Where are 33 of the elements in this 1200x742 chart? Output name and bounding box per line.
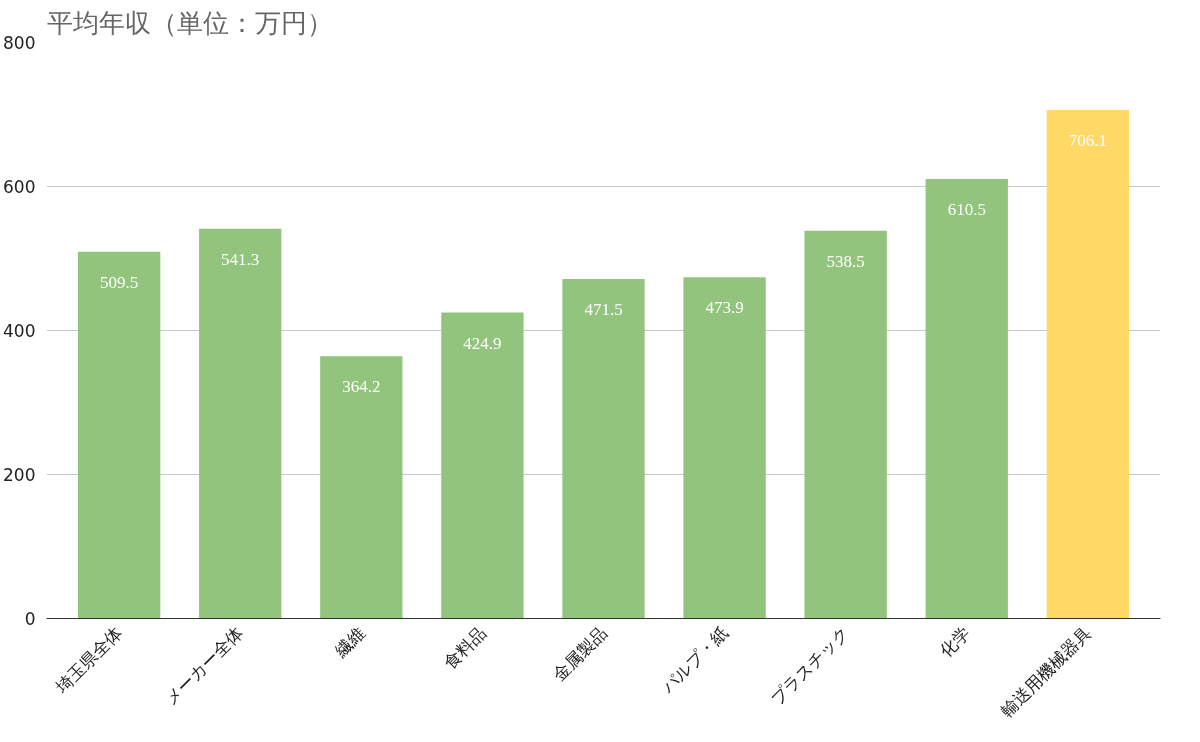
data-label: 471.5 bbox=[584, 300, 623, 320]
y-tick-label: 400 bbox=[3, 321, 36, 341]
y-tick-label: 200 bbox=[3, 465, 36, 485]
x-tick-label: 化学 bbox=[935, 622, 974, 661]
y-tick-label: 800 bbox=[3, 33, 36, 53]
x-tick-label: メーカー全体 bbox=[161, 622, 248, 709]
data-label: 706.1 bbox=[1068, 131, 1107, 151]
data-label: 610.5 bbox=[947, 199, 986, 219]
x-tick-label: 埼玉県全体 bbox=[51, 622, 127, 698]
data-label: 473.9 bbox=[705, 298, 744, 318]
x-tick-label: プラスチック bbox=[766, 622, 853, 709]
bar bbox=[199, 228, 282, 619]
bar bbox=[441, 312, 524, 619]
data-label: 538.5 bbox=[826, 251, 865, 271]
bar bbox=[683, 277, 766, 619]
bar bbox=[320, 356, 403, 619]
x-tick-label: パルプ・紙 bbox=[656, 622, 732, 698]
data-label: 509.5 bbox=[100, 272, 139, 292]
data-label: 541.3 bbox=[221, 249, 260, 269]
chart-title: 平均年収（単位：万円） bbox=[46, 7, 333, 38]
y-tick-label: 0 bbox=[24, 609, 36, 629]
data-label: 364.2 bbox=[342, 377, 381, 397]
bar bbox=[77, 251, 161, 619]
bar bbox=[804, 230, 887, 619]
bar bbox=[562, 279, 645, 619]
x-tick-label: 金属製品 bbox=[548, 622, 611, 685]
bar bbox=[925, 178, 1008, 619]
bar bbox=[1046, 110, 1130, 619]
x-tick-label: 繊維 bbox=[329, 622, 369, 662]
y-tick-label: 600 bbox=[3, 177, 36, 197]
data-label: 424.9 bbox=[463, 333, 502, 353]
x-tick-label: 輸送用機械器具 bbox=[996, 622, 1095, 721]
x-tick-label: 食料品 bbox=[439, 622, 490, 673]
